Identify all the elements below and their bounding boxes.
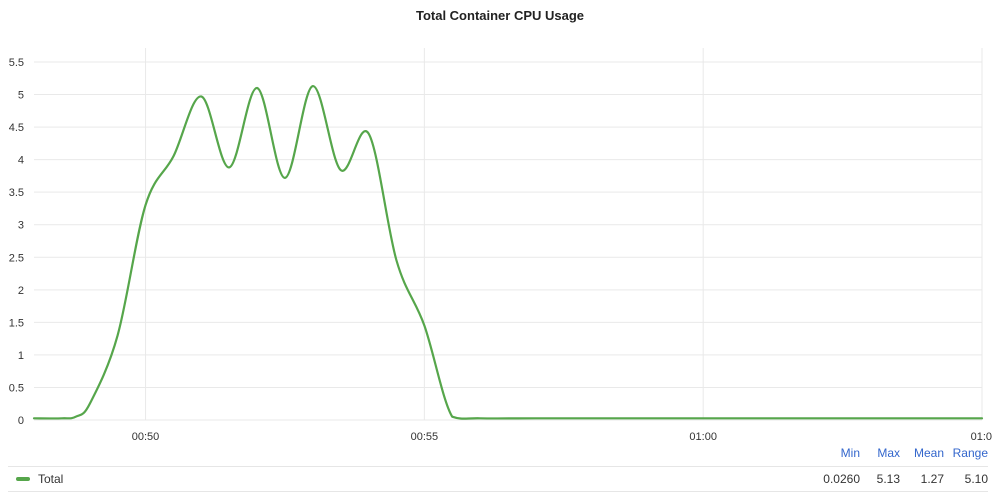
y-tick-label: 3 <box>18 220 24 232</box>
legend-stats: 0.0260 5.13 1.27 5.10 <box>820 472 988 486</box>
grid-lines <box>34 48 983 421</box>
line-chart: 00.511.522.533.544.555.5 00:50 00:55 01:00… <box>9 48 992 443</box>
x-tick-label: 00:50 <box>132 431 160 443</box>
x-tick-label: 01:00 <box>689 431 717 443</box>
y-tick-label: 0 <box>18 415 24 427</box>
series-layer <box>32 84 984 420</box>
legend-header-max[interactable]: Max <box>877 446 900 460</box>
y-tick-label: 2.5 <box>9 252 24 264</box>
y-tick-label: 2 <box>18 285 24 297</box>
legend-min-value: 0.0260 <box>823 472 860 486</box>
y-tick-label: 4 <box>18 155 24 167</box>
legend-swatch[interactable] <box>16 477 30 481</box>
y-axis-ticks: 0 0.5 1 1.5 2 2.5 3 3.5 4 4.5 5 5.5 <box>9 57 24 427</box>
y-tick-label: 1.5 <box>9 317 24 329</box>
x-axis-ticks: 00:50 00:55 01:00 01:0 <box>132 431 992 443</box>
legend-header-min[interactable]: Min <box>840 446 860 460</box>
chart-title: Total Container CPU Usage <box>415 8 585 23</box>
legend-header-range[interactable]: Range <box>952 446 988 460</box>
x-tick-label: 01:0 <box>971 431 992 443</box>
legend-header-mean[interactable]: Mean <box>913 446 944 460</box>
legend-row-total[interactable]: Total 0.0260 5.13 1.27 5.10 <box>8 466 988 492</box>
y-tick-label: 4.5 <box>9 122 24 134</box>
legend-series-name[interactable]: Total <box>38 472 64 486</box>
legend-header: Min Max Mean Range <box>820 446 988 460</box>
y-tick-label: 1 <box>18 350 24 362</box>
y-tick-label: 5.5 <box>9 57 24 69</box>
series-line-total[interactable] <box>32 84 984 420</box>
y-tick-label: 0.5 <box>9 382 24 394</box>
legend-range-value: 5.10 <box>964 472 988 486</box>
legend-mean-value: 1.27 <box>920 472 944 486</box>
legend-max-value: 5.13 <box>876 472 900 486</box>
x-tick-label: 00:55 <box>411 431 439 443</box>
y-tick-label: 5 <box>18 90 24 102</box>
y-tick-label: 3.5 <box>9 187 24 199</box>
